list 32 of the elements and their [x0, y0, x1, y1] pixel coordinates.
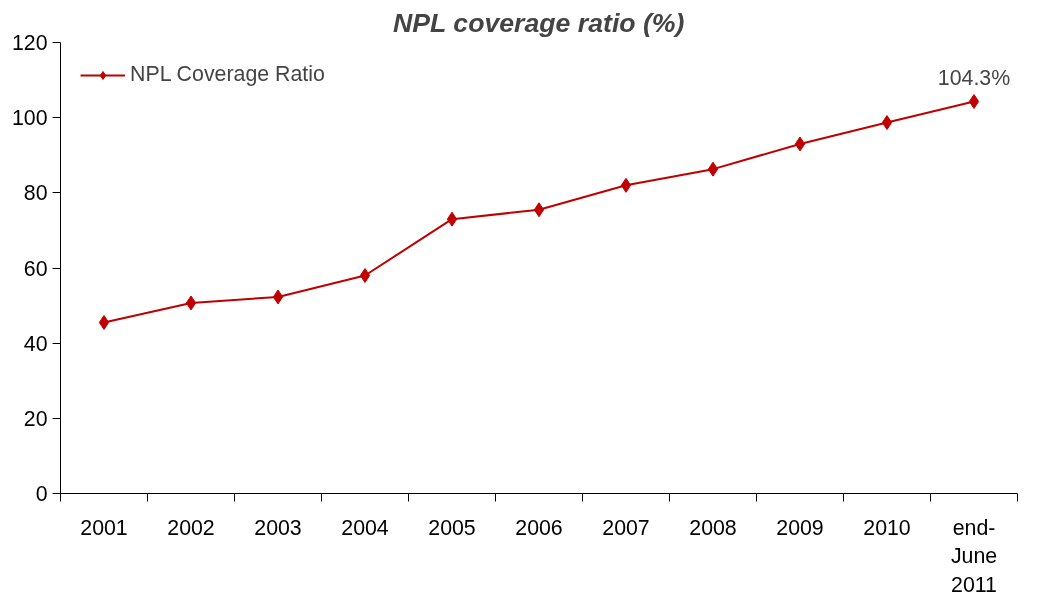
point	[98, 315, 110, 330]
data-label: 104.3%	[937, 65, 1011, 90]
y-tick-label: 20	[23, 406, 48, 431]
x-tick-label: 2008	[689, 515, 737, 540]
x-tick-label: 2002	[167, 515, 215, 540]
y-tick-label: 0	[35, 482, 48, 506]
y-tick-label: 80	[23, 181, 48, 206]
x-tick-label: end-June 2011	[950, 515, 998, 598]
legend-label: NPL Coverage Ratio	[130, 62, 325, 87]
point	[533, 202, 545, 218]
point	[620, 177, 632, 193]
x-tick-label: 2005	[428, 515, 476, 540]
x-tick-label: 2006	[515, 515, 563, 540]
point	[446, 211, 458, 227]
x-tick-label: 2001	[80, 515, 128, 540]
point	[359, 268, 371, 284]
y-tick-label: 40	[23, 331, 48, 356]
x-tick-label: 2003	[254, 515, 302, 540]
point	[185, 295, 197, 311]
x-tick-label: 2010	[863, 515, 911, 540]
x-tick-label: 2009	[776, 515, 824, 540]
y-tick-label: 120	[11, 31, 48, 55]
y-tick-label: 100	[11, 106, 48, 131]
chart-title: NPL coverage ratio (%)	[393, 7, 685, 38]
point	[272, 289, 284, 305]
point	[881, 115, 893, 131]
point	[707, 161, 719, 177]
x-tick-label: 2004	[341, 515, 389, 540]
point	[968, 94, 980, 110]
point	[794, 136, 806, 152]
y-tick-label: 60	[23, 256, 48, 281]
x-tick-label: 2007	[602, 515, 650, 540]
